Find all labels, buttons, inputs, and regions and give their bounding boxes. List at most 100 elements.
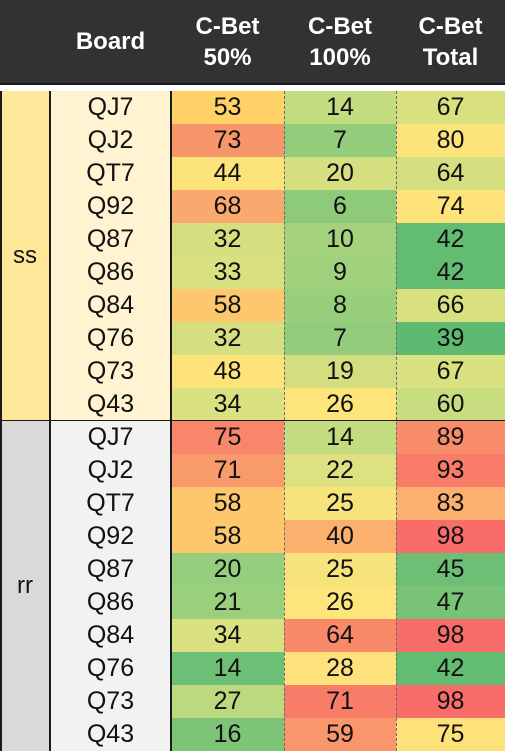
board-cell: QJ2 <box>50 124 171 157</box>
cbet-50-cell: 34 <box>171 619 284 652</box>
cbet-100-cell: 14 <box>284 421 396 454</box>
cbet-total-cell: 67 <box>396 91 505 124</box>
cbet-100-cell: 10 <box>284 223 396 256</box>
board-cell: Q84 <box>50 619 171 652</box>
header-corner <box>0 0 50 83</box>
column-border <box>49 91 51 751</box>
header-board: Board <box>50 0 171 83</box>
board-cell: Q86 <box>50 586 171 619</box>
board-cell: QJ7 <box>50 421 171 454</box>
cbet-total-cell: 42 <box>396 256 505 289</box>
header-cbet-100-line1: C-Bet <box>308 12 372 40</box>
board-cell: QT7 <box>50 157 171 190</box>
cbet-50-cell: 32 <box>171 223 284 256</box>
board-cell: Q86 <box>50 256 171 289</box>
cbet-50-cell: 32 <box>171 322 284 355</box>
cbet-50-cell: 58 <box>171 487 284 520</box>
cbet-100-cell: 64 <box>284 619 396 652</box>
board-cell: QJ7 <box>50 91 171 124</box>
cbet-total-cell: 98 <box>396 619 505 652</box>
header-cbet-total-line1: C-Bet <box>418 12 483 40</box>
cbet-total-cell: 89 <box>396 421 505 454</box>
cbet-total-cell: 39 <box>396 322 505 355</box>
cbet-total-cell: 45 <box>396 553 505 586</box>
cbet-100-cell: 14 <box>284 91 396 124</box>
cbet-100-cell: 40 <box>284 520 396 553</box>
header-divider <box>0 83 505 91</box>
cbet-total-cell: 98 <box>396 685 505 718</box>
cbet-total-cell: 42 <box>396 652 505 685</box>
cbet-100-cell: 25 <box>284 487 396 520</box>
header-cbet-100-line2: 100% <box>309 43 371 71</box>
cbet-total-cell: 42 <box>396 223 505 256</box>
header-cbet-100: C-Bet 100% <box>284 0 396 83</box>
cbet-total-cell: 67 <box>396 355 505 388</box>
cbet-total-cell: 80 <box>396 124 505 157</box>
column-divider <box>396 91 397 751</box>
cbet-total-cell: 93 <box>396 454 505 487</box>
header-cbet-total: C-Bet Total <box>396 0 505 83</box>
board-cell: Q84 <box>50 289 171 322</box>
board-cell: Q76 <box>50 322 171 355</box>
cbet-100-cell: 26 <box>284 586 396 619</box>
column-border <box>170 91 172 751</box>
cbet-total-cell: 47 <box>396 586 505 619</box>
board-cell: Q92 <box>50 190 171 223</box>
column-border <box>0 91 2 751</box>
board-cell: QJ2 <box>50 454 171 487</box>
cbet-50-cell: 34 <box>171 388 284 421</box>
cbet-50-cell: 16 <box>171 718 284 751</box>
cbet-50-cell: 14 <box>171 652 284 685</box>
board-cell: Q92 <box>50 520 171 553</box>
cbet-100-cell: 8 <box>284 289 396 322</box>
header-board-label: Board <box>75 28 146 55</box>
cbet-50-cell: 75 <box>171 421 284 454</box>
cbet-total-cell: 60 <box>396 388 505 421</box>
group-label-rr: rr <box>0 421 50 751</box>
cbet-100-cell: 71 <box>284 685 396 718</box>
cbet-50-cell: 58 <box>171 289 284 322</box>
cbet-50-cell: 20 <box>171 553 284 586</box>
cbet-50-cell: 27 <box>171 685 284 718</box>
group-label-ss: ss <box>0 91 50 421</box>
board-cell: Q43 <box>50 388 171 421</box>
cbet-100-cell: 22 <box>284 454 396 487</box>
board-cell: Q87 <box>50 553 171 586</box>
cbet-100-cell: 59 <box>284 718 396 751</box>
cbet-50-cell: 21 <box>171 586 284 619</box>
header-cbet-50-line1: C-Bet <box>195 12 260 40</box>
cbet-50-cell: 58 <box>171 520 284 553</box>
cbet-50-cell: 68 <box>171 190 284 223</box>
cbet-total-cell: 66 <box>396 289 505 322</box>
cbet-total-cell: 83 <box>396 487 505 520</box>
board-cell: Q87 <box>50 223 171 256</box>
cbet-100-cell: 25 <box>284 553 396 586</box>
board-cell: Q73 <box>50 355 171 388</box>
board-cell: Q73 <box>50 685 171 718</box>
cbet-total-cell: 64 <box>396 157 505 190</box>
cbet-50-cell: 73 <box>171 124 284 157</box>
cbet-total-cell: 75 <box>396 718 505 751</box>
cbet-50-cell: 44 <box>171 157 284 190</box>
cbet-100-cell: 7 <box>284 322 396 355</box>
cbet-100-cell: 7 <box>284 124 396 157</box>
board-cell: Q76 <box>50 652 171 685</box>
cbet-50-cell: 48 <box>171 355 284 388</box>
cbet-total-cell: 74 <box>396 190 505 223</box>
board-cell: QT7 <box>50 487 171 520</box>
cbet-50-cell: 53 <box>171 91 284 124</box>
header-cbet-50-line2: 50% <box>203 43 252 71</box>
header-cbet-50: C-Bet 50% <box>171 0 284 83</box>
cbet-100-cell: 9 <box>284 256 396 289</box>
cbet-100-cell: 26 <box>284 388 396 421</box>
cbet-100-cell: 20 <box>284 157 396 190</box>
cbet-100-cell: 6 <box>284 190 396 223</box>
cbet-50-cell: 71 <box>171 454 284 487</box>
cbet-100-cell: 28 <box>284 652 396 685</box>
cbet-total-cell: 98 <box>396 520 505 553</box>
cbet-50-cell: 33 <box>171 256 284 289</box>
cbet-100-cell: 19 <box>284 355 396 388</box>
column-divider <box>284 91 285 751</box>
header-cbet-total-line2: Total <box>422 43 479 71</box>
